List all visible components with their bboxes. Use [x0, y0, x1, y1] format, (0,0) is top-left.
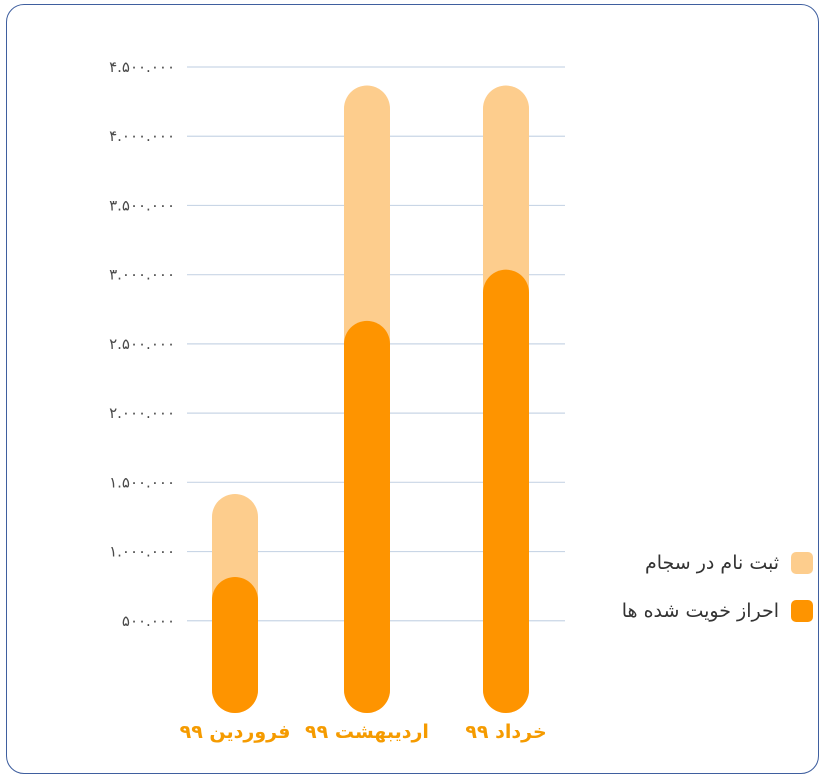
y-tick-label: ۳.۵۰۰.۰۰۰ — [109, 196, 175, 214]
y-axis-tick-labels: ۵۰۰.۰۰۰ ۱.۰۰۰.۰۰۰ ۱.۵۰۰.۰۰۰ ۲.۰۰۰.۰۰۰ ۲.۵۰۰.… — [109, 58, 175, 630]
bar-verified — [344, 320, 390, 713]
bar-verified — [483, 269, 529, 713]
y-tick-label: ۴.۰۰۰.۰۰۰ — [109, 127, 175, 145]
legend-swatch-registered — [791, 552, 813, 574]
x-axis-category-labels: فروردین ۹۹ اردیبهشت ۹۹ خرداد ۹۹ — [180, 721, 547, 743]
y-tick-label: ۱.۵۰۰.۰۰۰ — [109, 473, 175, 491]
bar-verified — [212, 577, 258, 713]
y-tick-label: ۲.۰۰۰.۰۰۰ — [109, 404, 175, 422]
legend-swatch-verified — [791, 600, 813, 622]
x-category-label: اردیبهشت ۹۹ — [305, 721, 429, 743]
y-tick-label: ۱.۰۰۰.۰۰۰ — [109, 543, 175, 561]
x-category-label: فروردین ۹۹ — [180, 721, 291, 743]
y-tick-label: ۴.۵۰۰.۰۰۰ — [109, 58, 175, 76]
x-category-label: خرداد ۹۹ — [465, 721, 546, 743]
legend-item-registered: ثبت نام در سجام — [553, 548, 813, 578]
y-tick-label: ۲.۵۰۰.۰۰۰ — [109, 335, 175, 353]
legend: ثبت نام در سجام احراز خویت شده ها — [553, 548, 813, 644]
legend-label-verified: احراز خویت شده ها — [621, 600, 779, 622]
bars — [212, 85, 529, 714]
y-tick-label: ۳.۰۰۰.۰۰۰ — [109, 266, 175, 284]
legend-label-registered: ثبت نام در سجام — [644, 552, 779, 574]
y-tick-label: ۵۰۰.۰۰۰ — [122, 612, 175, 630]
legend-item-verified: احراز خویت شده ها — [553, 596, 813, 626]
chart-card — [6, 4, 819, 774]
